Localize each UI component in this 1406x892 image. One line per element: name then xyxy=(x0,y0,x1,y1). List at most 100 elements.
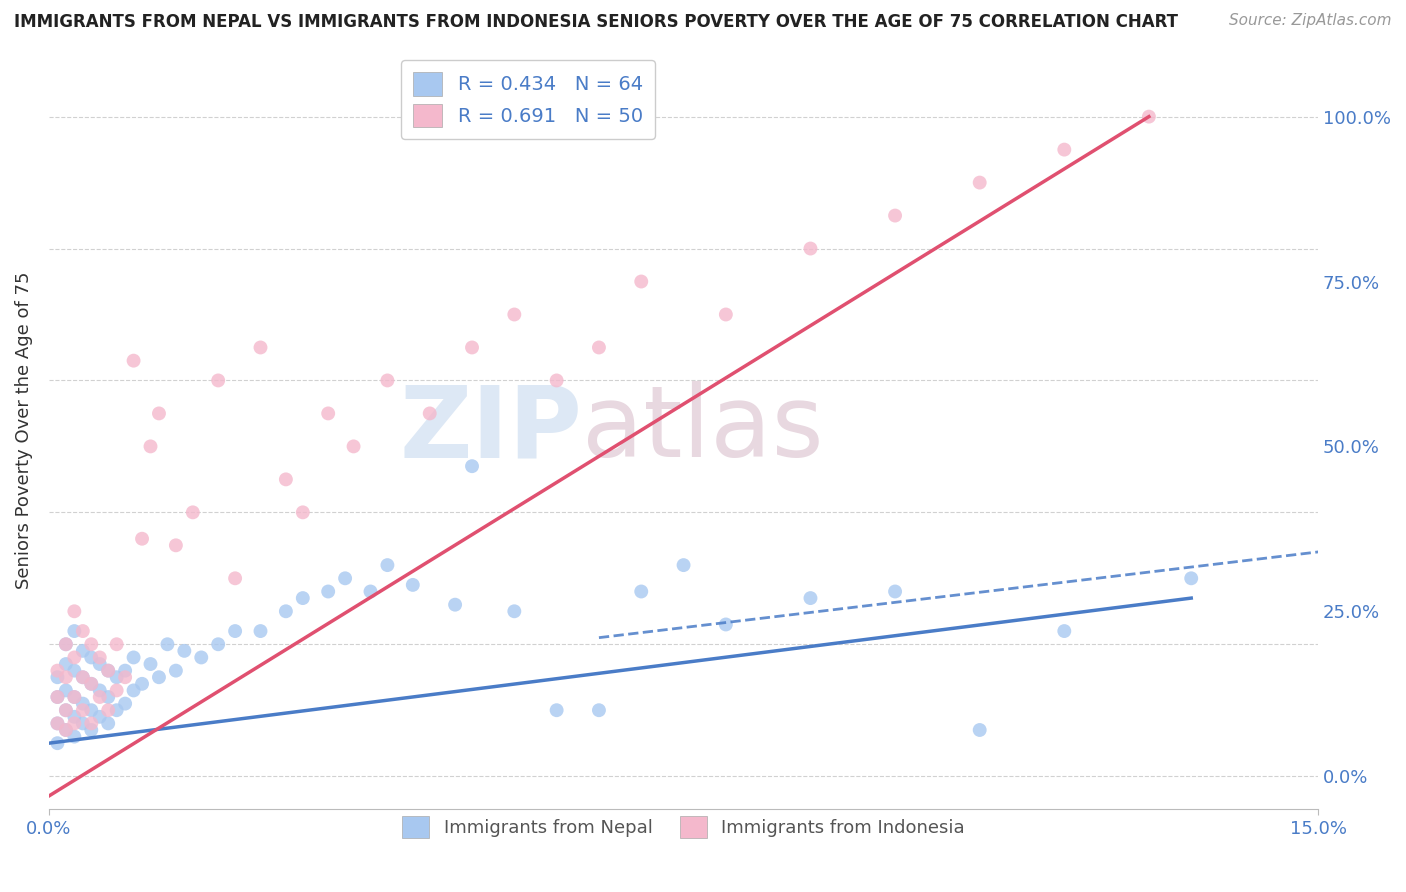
Point xyxy=(89,657,111,671)
Point xyxy=(114,664,136,678)
Point xyxy=(165,538,187,552)
Point xyxy=(630,275,652,289)
Point xyxy=(55,703,77,717)
Point xyxy=(55,703,77,717)
Point xyxy=(72,624,94,638)
Point xyxy=(55,723,77,737)
Point xyxy=(249,624,271,638)
Point xyxy=(63,730,86,744)
Point xyxy=(55,637,77,651)
Point xyxy=(546,703,568,717)
Point xyxy=(156,637,179,651)
Point xyxy=(503,308,526,322)
Point xyxy=(274,604,297,618)
Point xyxy=(55,670,77,684)
Point xyxy=(46,716,69,731)
Y-axis label: Seniors Poverty Over the Age of 75: Seniors Poverty Over the Age of 75 xyxy=(15,271,32,589)
Point xyxy=(274,472,297,486)
Point xyxy=(97,703,120,717)
Point xyxy=(207,374,229,388)
Point xyxy=(89,683,111,698)
Point xyxy=(799,591,821,606)
Point xyxy=(72,697,94,711)
Point xyxy=(105,703,128,717)
Point xyxy=(55,637,77,651)
Point xyxy=(105,637,128,651)
Point xyxy=(969,176,991,190)
Point xyxy=(444,598,467,612)
Point xyxy=(148,406,170,420)
Point xyxy=(63,604,86,618)
Point xyxy=(46,664,69,678)
Point xyxy=(72,670,94,684)
Point xyxy=(1053,143,1076,157)
Point xyxy=(63,710,86,724)
Point xyxy=(89,650,111,665)
Point xyxy=(207,637,229,651)
Point xyxy=(63,690,86,704)
Point xyxy=(588,341,610,355)
Point xyxy=(80,703,103,717)
Point xyxy=(377,558,399,573)
Point xyxy=(80,677,103,691)
Point xyxy=(969,723,991,737)
Point xyxy=(461,459,484,474)
Point xyxy=(165,664,187,678)
Point xyxy=(114,697,136,711)
Point xyxy=(63,690,86,704)
Point xyxy=(291,505,314,519)
Point xyxy=(55,657,77,671)
Point xyxy=(97,664,120,678)
Point xyxy=(291,591,314,606)
Point xyxy=(46,736,69,750)
Point xyxy=(63,664,86,678)
Point xyxy=(884,584,907,599)
Point xyxy=(461,341,484,355)
Point xyxy=(72,716,94,731)
Point xyxy=(72,644,94,658)
Point xyxy=(316,584,339,599)
Text: atlas: atlas xyxy=(582,382,824,478)
Point xyxy=(190,650,212,665)
Point xyxy=(503,604,526,618)
Point xyxy=(63,716,86,731)
Point xyxy=(131,677,153,691)
Point xyxy=(884,209,907,223)
Point xyxy=(333,571,356,585)
Point xyxy=(46,690,69,704)
Point xyxy=(122,650,145,665)
Point xyxy=(80,650,103,665)
Point xyxy=(1180,571,1202,585)
Point xyxy=(80,677,103,691)
Point xyxy=(249,341,271,355)
Point xyxy=(224,571,246,585)
Point xyxy=(63,650,86,665)
Point xyxy=(402,578,425,592)
Point xyxy=(360,584,382,599)
Point xyxy=(799,242,821,256)
Point xyxy=(46,690,69,704)
Point xyxy=(105,670,128,684)
Point xyxy=(131,532,153,546)
Point xyxy=(714,308,737,322)
Point xyxy=(546,374,568,388)
Point xyxy=(55,723,77,737)
Point xyxy=(89,710,111,724)
Point xyxy=(97,664,120,678)
Point xyxy=(148,670,170,684)
Point xyxy=(55,683,77,698)
Point xyxy=(72,670,94,684)
Point xyxy=(419,406,441,420)
Point xyxy=(672,558,695,573)
Point xyxy=(1053,624,1076,638)
Point xyxy=(97,690,120,704)
Text: IMMIGRANTS FROM NEPAL VS IMMIGRANTS FROM INDONESIA SENIORS POVERTY OVER THE AGE : IMMIGRANTS FROM NEPAL VS IMMIGRANTS FROM… xyxy=(14,13,1178,31)
Legend: Immigrants from Nepal, Immigrants from Indonesia: Immigrants from Nepal, Immigrants from I… xyxy=(395,809,972,846)
Text: Source: ZipAtlas.com: Source: ZipAtlas.com xyxy=(1229,13,1392,29)
Point xyxy=(114,670,136,684)
Point xyxy=(97,716,120,731)
Point xyxy=(80,637,103,651)
Point xyxy=(89,690,111,704)
Point xyxy=(714,617,737,632)
Point xyxy=(139,657,162,671)
